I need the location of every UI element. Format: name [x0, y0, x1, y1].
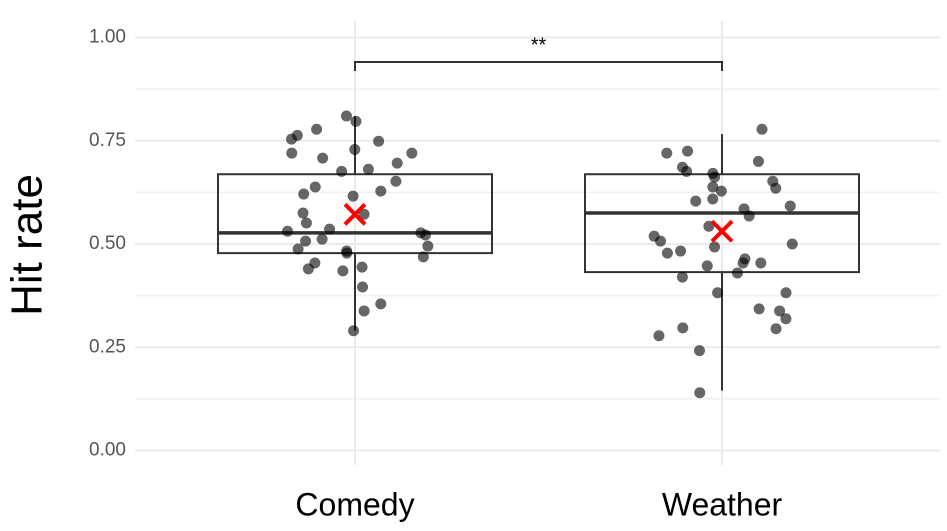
data-point: [709, 241, 721, 253]
mean-stroke: [710, 219, 734, 243]
data-point: [707, 181, 719, 193]
data-point: [648, 230, 660, 242]
data-point: [770, 323, 782, 335]
data-point: [309, 181, 321, 193]
data-point: [731, 267, 743, 279]
data-point: [682, 145, 694, 157]
data-point: [285, 133, 297, 145]
data-point: [675, 245, 687, 257]
data-point: [780, 287, 792, 299]
y-tick-label: 0.25: [89, 336, 126, 357]
data-point: [358, 208, 370, 220]
mean-stroke: [343, 202, 367, 226]
y-axis-label: Hit rate: [3, 174, 52, 316]
data-point: [406, 147, 418, 159]
data-point: [373, 135, 385, 147]
data-point: [752, 155, 764, 167]
data-point: [375, 298, 387, 310]
x-tick-label: Comedy: [295, 486, 414, 522]
y-tick-label: 0.50: [89, 233, 126, 254]
data-point: [356, 261, 368, 273]
mean-marker: [343, 202, 367, 226]
data-point: [311, 123, 323, 135]
data-point: [694, 387, 706, 399]
data-point: [707, 193, 719, 205]
data-point: [317, 152, 329, 164]
data-point: [298, 188, 310, 200]
data-point: [417, 251, 429, 263]
data-point: [348, 325, 360, 337]
data-point: [756, 123, 768, 135]
data-point: [337, 265, 349, 277]
data-point: [661, 147, 673, 159]
data-point: [357, 281, 369, 293]
data-point: [419, 229, 431, 241]
data-point: [362, 163, 374, 175]
significance-bracket: [354, 61, 723, 71]
data-point: [715, 185, 727, 197]
data-point: [309, 257, 321, 269]
mean-marker: [710, 219, 734, 243]
data-point: [786, 238, 798, 250]
data-point: [297, 207, 309, 219]
data-point: [358, 305, 370, 317]
data-point: [774, 305, 786, 317]
y-tick-label: 0.75: [89, 130, 126, 151]
data-point: [375, 185, 387, 197]
data-point: [712, 287, 724, 299]
data-point: [784, 200, 796, 212]
y-tick-label: 1.00: [89, 27, 126, 48]
data-point: [661, 247, 673, 259]
data-point: [300, 217, 312, 229]
data-point: [316, 233, 328, 245]
data-point: [738, 203, 750, 215]
data-point: [737, 257, 749, 269]
data-point: [780, 313, 792, 325]
box: [217, 173, 493, 255]
data-point: [690, 195, 702, 207]
data-point: [282, 225, 294, 237]
significance-label: **: [531, 34, 547, 56]
data-point: [753, 303, 765, 315]
data-point: [350, 115, 362, 127]
data-point: [286, 147, 298, 159]
data-point: [349, 143, 361, 155]
data-point: [390, 175, 402, 187]
data-point: [677, 161, 689, 173]
data-point: [676, 271, 688, 283]
data-point: [300, 235, 312, 247]
data-point: [677, 322, 689, 334]
data-point: [770, 182, 782, 194]
data-point: [391, 157, 403, 169]
data-point: [701, 260, 713, 272]
data-point: [336, 165, 348, 177]
data-point: [324, 223, 336, 235]
data-point: [694, 345, 706, 357]
data-point: [340, 110, 352, 122]
box: [584, 173, 860, 274]
data-point: [653, 330, 665, 342]
data-point: [707, 167, 719, 179]
data-point: [755, 257, 767, 269]
data-point: [347, 190, 359, 202]
data-point: [422, 240, 434, 252]
y-tick-label: 0.00: [89, 440, 126, 461]
data-point: [292, 243, 304, 255]
data-point: [341, 247, 353, 259]
x-tick-label: Weather: [662, 486, 783, 522]
